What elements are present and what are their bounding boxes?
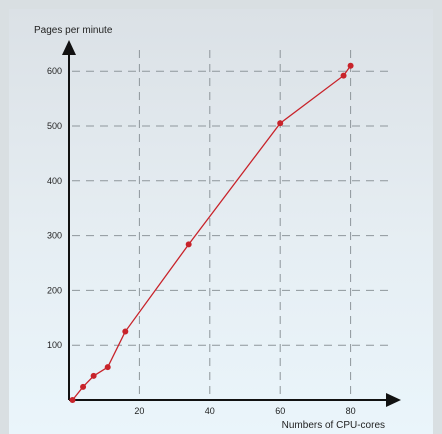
y-tick-label: 300 — [47, 231, 62, 241]
grid-lines — [72, 50, 388, 398]
y-tick-label: 200 — [47, 285, 62, 295]
data-point — [69, 397, 76, 403]
data-point — [277, 120, 284, 127]
data-point — [185, 241, 192, 248]
tick-labels: 100 200 300 400 500 600 20 40 60 80 — [47, 66, 356, 416]
data-point — [340, 72, 347, 79]
y-axis-arrow — [62, 40, 76, 55]
x-axis-title: Numbers of CPU-cores — [282, 420, 385, 431]
series-line — [72, 65, 352, 401]
x-tick-label: 20 — [134, 406, 144, 416]
y-tick-label: 500 — [47, 121, 62, 131]
y-axis-title: Pages per minute — [34, 25, 113, 36]
x-axis-arrow — [386, 393, 401, 407]
x-tick-label: 40 — [205, 406, 215, 416]
data-point — [347, 62, 354, 69]
series-cpu-scaling — [69, 62, 354, 403]
x-tick-label: 60 — [275, 406, 285, 416]
y-tick-label: 100 — [47, 340, 62, 350]
axes — [62, 40, 401, 407]
data-point — [122, 328, 129, 335]
x-tick-label: 80 — [346, 406, 356, 416]
chart-panel — [9, 9, 433, 434]
y-tick-label: 400 — [47, 176, 62, 186]
data-point — [90, 372, 97, 379]
y-tick-label: 600 — [47, 66, 62, 76]
data-point — [104, 364, 111, 371]
data-point — [80, 383, 87, 390]
